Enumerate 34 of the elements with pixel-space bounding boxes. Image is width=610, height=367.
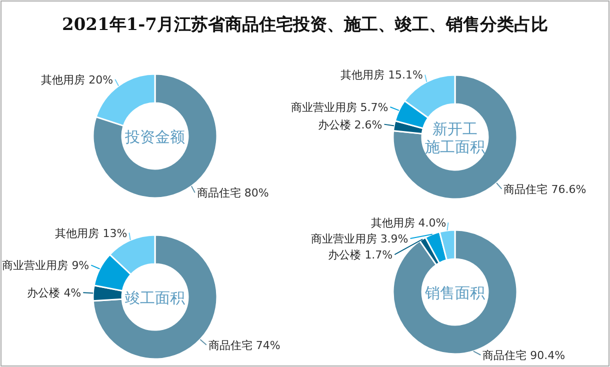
slice-label: 商品住宅 [482,349,530,362]
text: 新开工 [432,120,478,138]
slice-label: 商品住宅 [208,338,256,352]
data-label: 80% [244,186,269,200]
data-label: 5.7% [360,100,388,114]
slice-label: 其他用房 [340,68,388,82]
text: 销售面积 [424,284,485,302]
slice-label: 办公楼 [328,248,365,262]
data-label: 4% [64,286,82,300]
data-label: 15.1% [388,68,424,82]
data-label: 13% [102,226,128,240]
data-label: 1.7% [364,248,393,262]
text: 施工面积 [425,138,485,156]
slice-label: 商品住宅 [196,186,244,200]
slice-label: 办公楼 [27,286,64,300]
text: 竣工面积 [125,289,185,307]
slice-label: 商品住宅 [504,182,552,196]
slice-label: 办公楼 [318,118,354,132]
data-label: 90.4% [530,349,566,362]
slice-label: 商业营业用房 [290,100,360,114]
data-label: 3.9% [380,232,408,246]
slice-label: 其他用房 [41,73,89,86]
data-label: 76.6% [551,182,586,196]
text: 投资金额 [124,128,185,146]
slice-label: 其他用房 [55,226,103,240]
slice-label: 其他用房 [370,216,418,230]
data-label: 74% [256,338,280,352]
data-label: 4.0% [418,216,446,230]
data-label: 20% [88,73,114,86]
slice-label: 商业营业用房 [2,259,72,272]
text: 2021年1-7月江苏省商品住宅投资、施工、竣工、销售分类占比 [62,15,548,35]
slice-label: 商业营业用房 [310,232,380,246]
data-label: 2.6% [354,118,382,132]
data-label: 9% [72,259,90,272]
